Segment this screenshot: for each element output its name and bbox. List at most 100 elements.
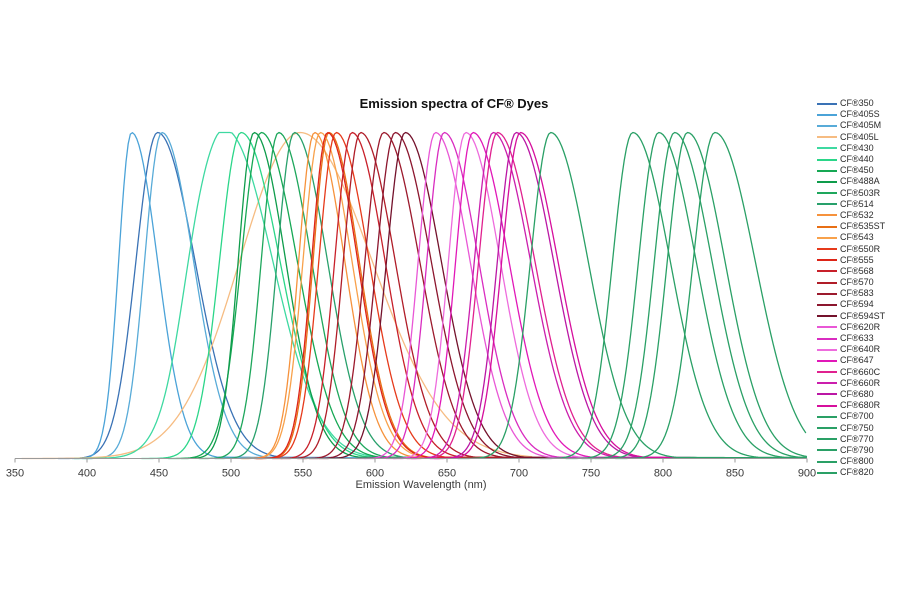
legend-label: CF®680 [840,388,874,399]
legend-swatch [817,136,837,139]
legend-label: CF®405S [840,109,880,120]
legend-swatch [817,259,837,262]
spectrum-curve-11 [255,131,581,460]
legend-swatch [817,225,837,228]
legend-item: CF®680 [817,389,900,400]
legend-swatch [817,281,837,284]
legend-swatch [817,203,837,206]
x-tick-label: 600 [366,468,384,480]
legend-label: CF®532 [840,209,874,220]
legend-item: CF®450 [817,165,900,176]
legend-item: CF®700 [817,411,900,422]
legend-label: CF®583 [840,288,874,299]
legend-item: CF®750 [817,422,900,433]
spectrum-curve-29 [539,131,807,460]
legend-label: CF®550R [840,243,881,254]
legend-swatch [817,180,837,183]
legend-item: CF®568 [817,266,900,277]
legend-label: CF®555 [840,254,874,265]
legend-item: CF®543 [817,232,900,243]
x-tick-label: 450 [150,468,168,480]
legend-item: CF®405L [817,132,900,143]
legend-item: CF®594 [817,299,900,310]
legend-item: CF®583 [817,288,900,299]
legend-swatch [817,158,837,161]
spectrum-curve-19 [318,131,657,460]
legend-label: CF®700 [840,411,874,422]
legend: CF®350 CF®405S CF®405M CF®405L CF®430 CF®440 C… [817,98,900,478]
legend-swatch [817,214,837,217]
legend-label: CF®430 [840,142,874,153]
legend-item: CF®532 [817,210,900,221]
spectrum-curve-21 [363,131,696,460]
legend-item: CF®555 [817,255,900,266]
legend-label: CF®488A [840,176,880,187]
legend-item: CF®514 [817,199,900,210]
legend-swatch [817,102,837,105]
legend-item: CF®633 [817,333,900,344]
legend-swatch [817,248,837,251]
legend-label: CF®750 [840,422,874,433]
legend-label: CF®594 [840,299,874,310]
legend-swatch [817,337,837,340]
legend-swatch [817,113,837,116]
legend-swatch [817,348,837,351]
legend-item: CF®820 [817,467,900,478]
legend-label: CF®543 [840,232,874,243]
spectrum-curve-30 [565,131,807,460]
legend-item: CF®430 [817,143,900,154]
legend-swatch [817,393,837,396]
x-tick-label: 750 [582,468,600,480]
legend-label: CF®570 [840,277,874,288]
spectrum-curve-3 [21,131,533,460]
legend-item: CF®640R [817,344,900,355]
legend-swatch [817,449,837,452]
legend-item: CF®550R [817,243,900,254]
x-axis: 350 400 450 500 550 600 650 700 750 800 850 900 [6,458,816,480]
legend-swatch [817,427,837,430]
legend-label: CF®450 [840,165,874,176]
spectrum-curve-18 [308,131,647,460]
legend-swatch [817,371,837,374]
spectrum-curve-28 [457,131,803,460]
legend-item: CF®503R [817,188,900,199]
x-tick-label: 350 [6,468,24,480]
legend-item: CF®488A [817,176,900,187]
spectrum-curve-0 [57,131,405,460]
x-tick-label: 400 [78,468,96,480]
legend-item: CF®620R [817,322,900,333]
spectrum-curve-12 [240,131,572,460]
spectrum-curve-26 [429,131,768,460]
legend-label: CF®680R [840,400,881,411]
spectrum-curve-33 [614,131,807,460]
legend-label: CF®647 [840,355,874,366]
x-tick-label: 550 [294,468,312,480]
legend-item: CF®680R [817,400,900,411]
legend-item: CF®405M [817,120,900,131]
legend-label: CF®620R [840,321,881,332]
legend-label: CF®594ST [840,310,886,321]
legend-label: CF®535ST [840,221,886,232]
spectrum-curve-20 [355,131,688,460]
legend-label: CF®503R [840,187,881,198]
x-tick-label: 500 [222,468,240,480]
spectrum-curve-23 [392,131,725,460]
legend-swatch [817,471,837,474]
spectrum-curve-25 [406,131,745,460]
x-tick-label: 800 [654,468,672,480]
legend-label: CF®790 [840,444,874,455]
legend-swatch [817,236,837,239]
legend-label: CF®770 [840,433,874,444]
spectrum-curve-31 [581,131,808,460]
legend-swatch [817,415,837,418]
legend-swatch [817,270,837,273]
x-axis-label: Emission Wavelength (nm) [355,479,487,491]
legend-swatch [817,147,837,150]
legend-label: CF®633 [840,333,874,344]
spectrum-curve-17 [296,131,636,460]
legend-swatch [817,169,837,172]
spectrum-curve-22 [385,131,718,460]
legend-label: CF®405L [840,131,879,142]
